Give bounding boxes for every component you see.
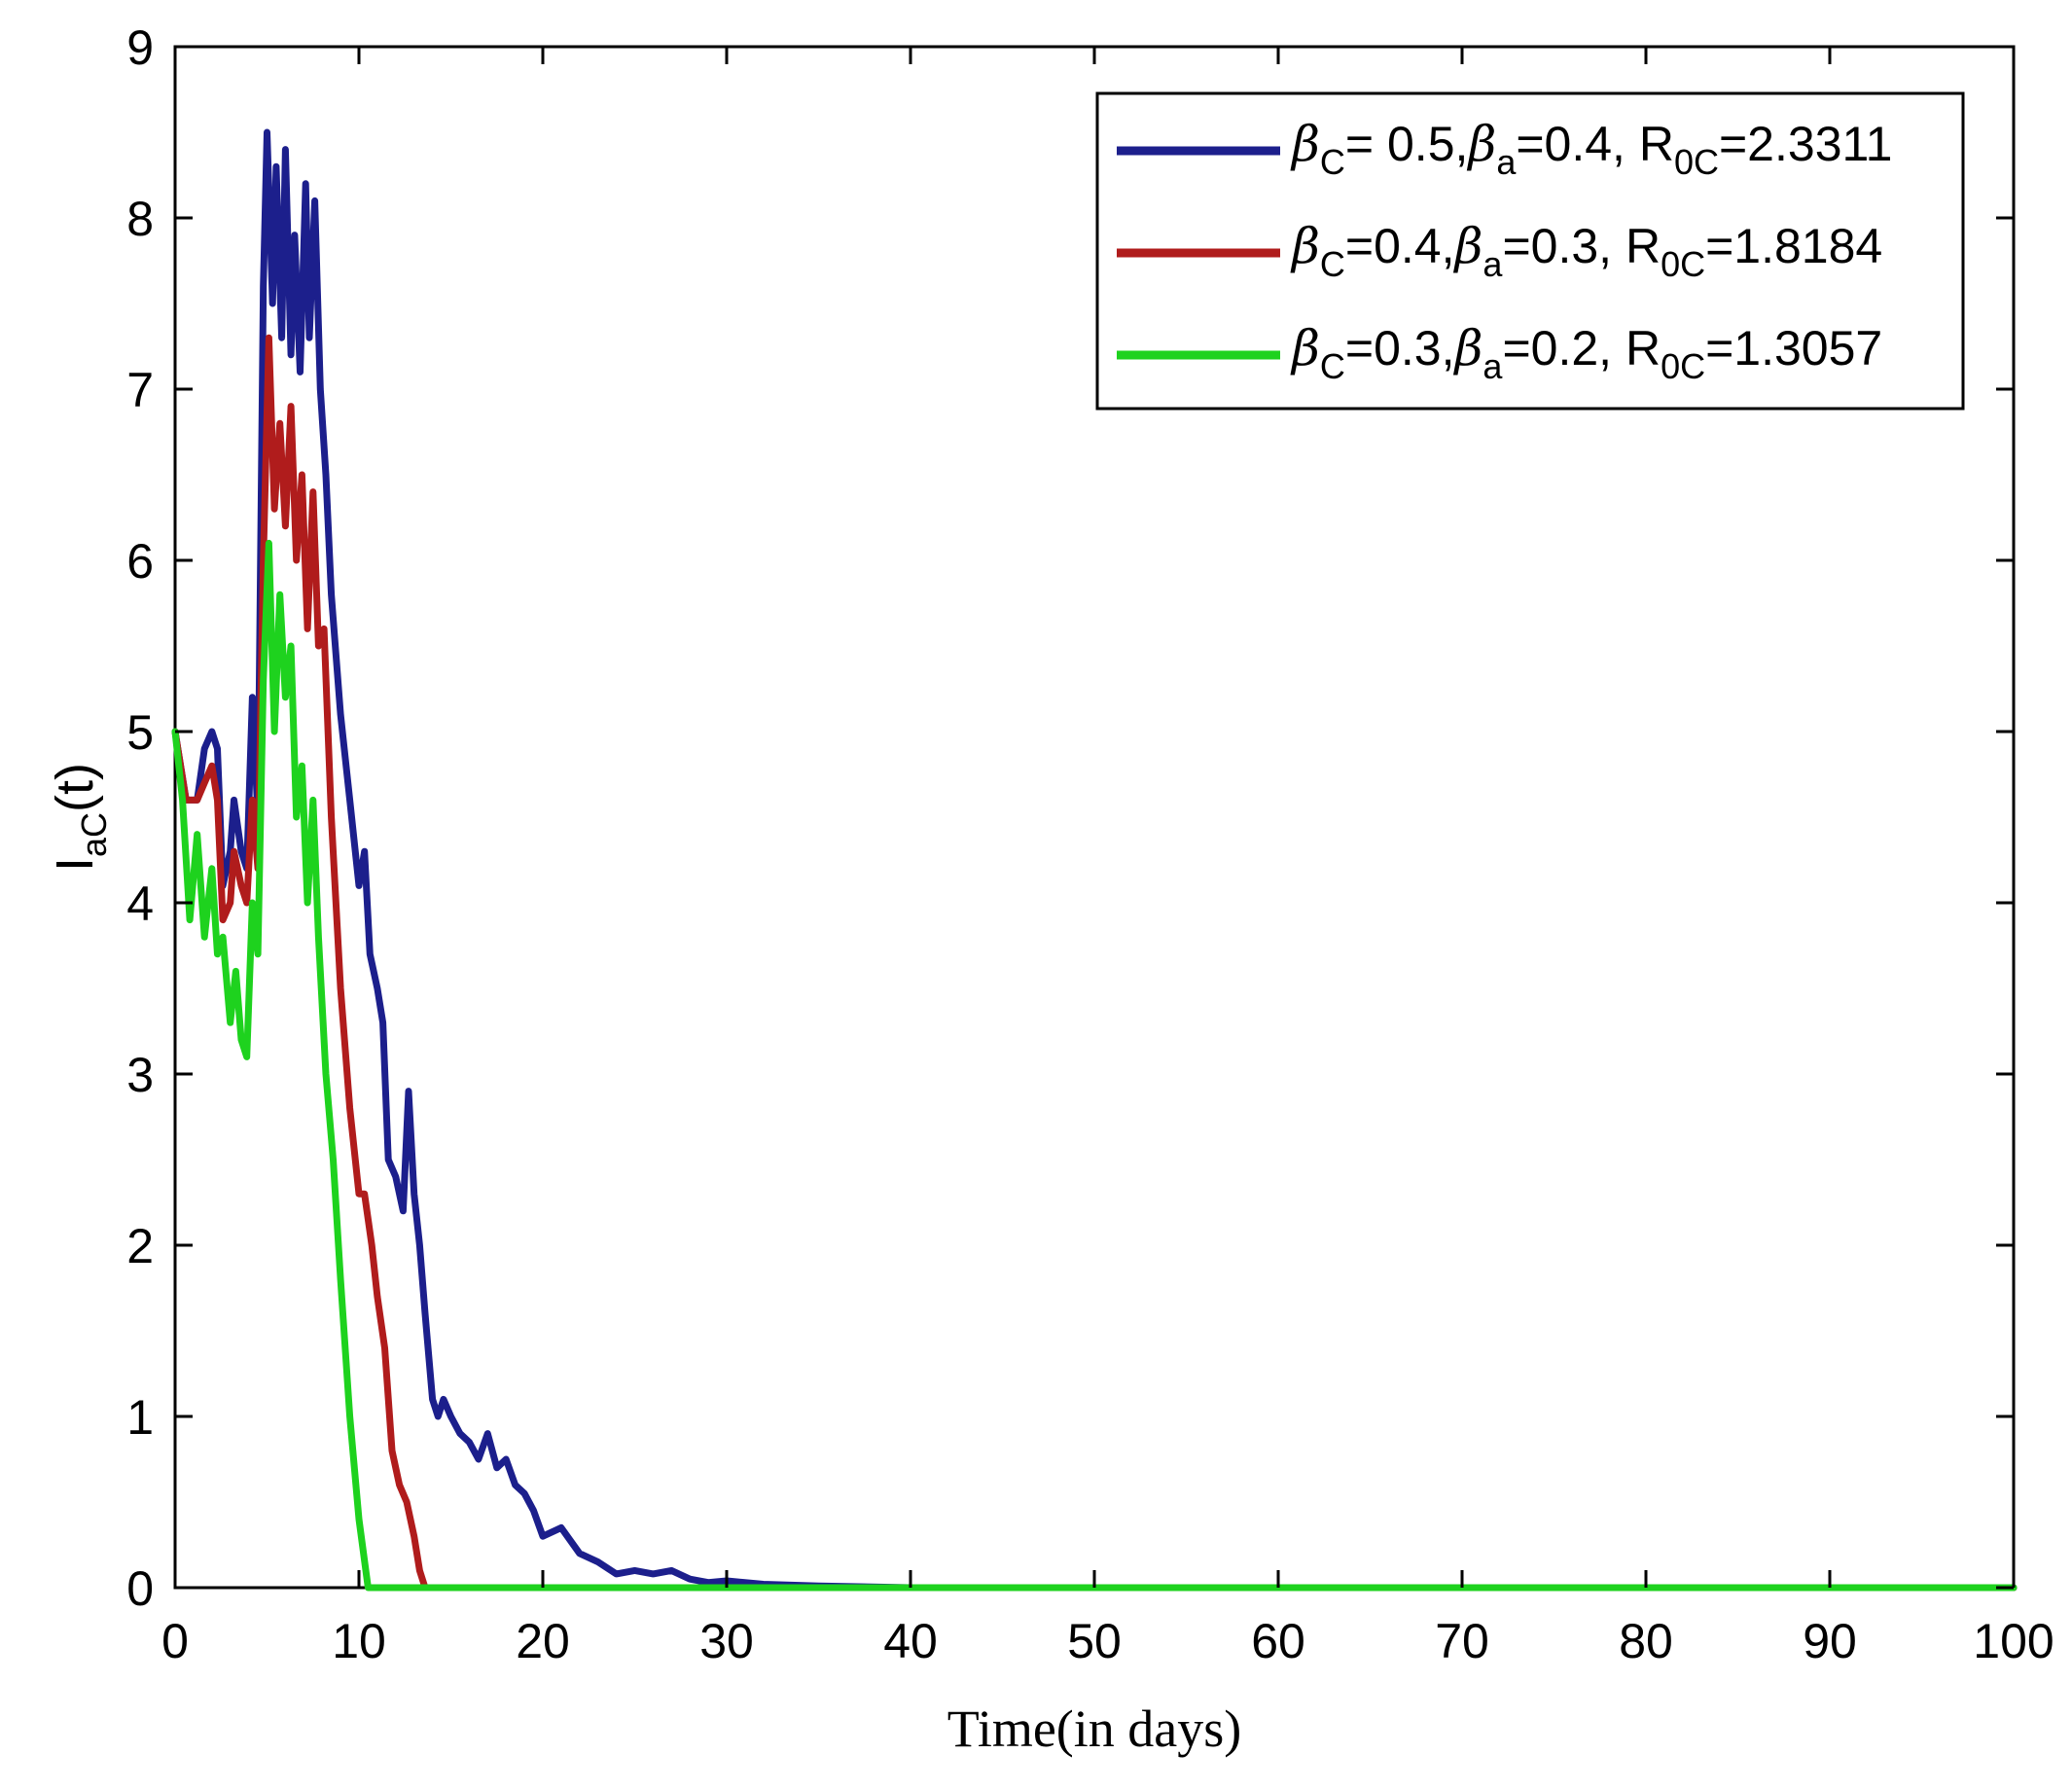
x-tick-label: 20	[516, 1614, 570, 1668]
x-tick-label: 30	[699, 1614, 754, 1668]
tick-layer: 0 10 20 30 40 50 60 70 80 90 100 0 1 2 3 4 5 6 7 8 9	[126, 20, 2054, 1668]
x-tick-label: 40	[883, 1614, 938, 1668]
x-axis-title: Time(in days)	[947, 1700, 1242, 1758]
x-tick-label: 50	[1067, 1614, 1122, 1668]
legend-entry-3: βC=0.3,βa=0.2, R0C=1.3057	[1290, 320, 1882, 386]
y-tick-label: 6	[126, 534, 154, 589]
x-tick-label: 80	[1619, 1614, 1673, 1668]
y-axis-title-suffix: (t)	[46, 763, 104, 812]
y-tick-label: 0	[126, 1561, 154, 1616]
x-tick-label: 100	[1973, 1614, 2054, 1668]
y-tick-label: 8	[126, 192, 154, 246]
y-tick-label: 7	[126, 363, 154, 417]
series-line-3	[171, 539, 2018, 1592]
legend: βC= 0.5,βa=0.4, R0C=2.3311 βC=0.4,βa=0.3,…	[1095, 91, 1965, 411]
y-tick-label: 5	[126, 705, 154, 760]
y-tick-label: 3	[126, 1048, 154, 1102]
y-axis-title-subscript: aC	[74, 812, 114, 857]
x-tick-label: 0	[161, 1614, 189, 1668]
y-tick-label: 2	[126, 1219, 154, 1273]
y-axis-title-main: I	[46, 857, 104, 872]
x-tick-label: 10	[332, 1614, 386, 1668]
y-tick-label: 4	[126, 877, 154, 931]
y-tick-label: 9	[126, 20, 154, 75]
y-tick-label: 1	[126, 1390, 154, 1445]
y-axis-title: IaC(t)	[46, 763, 114, 872]
x-tick-label: 90	[1803, 1614, 1857, 1668]
x-tick-label: 70	[1435, 1614, 1489, 1668]
legend-entry-1: βC= 0.5,βa=0.4, R0C=2.3311	[1290, 116, 1892, 182]
x-tick-label: 60	[1251, 1614, 1305, 1668]
legend-entry-2: βC=0.4,βa=0.3, R0C=1.8184	[1290, 218, 1882, 284]
